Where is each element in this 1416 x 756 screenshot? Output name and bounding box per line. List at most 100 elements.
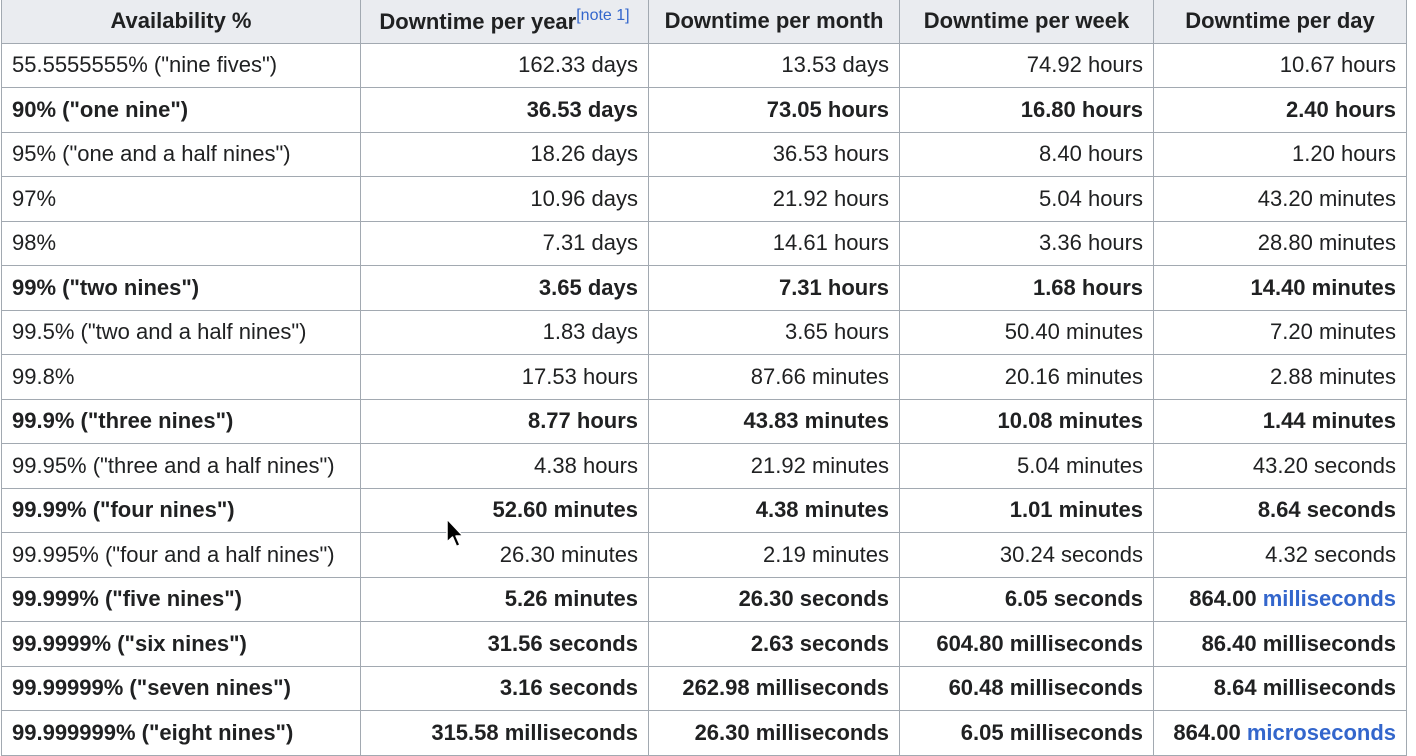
cell-downtime-year: 31.56 seconds — [360, 621, 649, 667]
cell-downtime-week: 60.48 milliseconds — [899, 665, 1154, 711]
table-row: 97% 10.96 days 21.92 hours 5.04 hours 43.20 … — [1, 176, 1407, 222]
cell-downtime-month: 43.83 minutes — [648, 398, 900, 444]
cell-downtime-week: 5.04 hours — [899, 176, 1154, 222]
table-row: 99.99% ("four nines") 52.60 minutes 4.38 m… — [1, 487, 1407, 533]
cell-downtime-week: 50.40 minutes — [899, 309, 1154, 355]
cell-downtime-day-value: 8.64 seconds — [1257, 497, 1396, 523]
cell-downtime-year: 52.60 minutes — [360, 487, 649, 533]
unit-link[interactable]: milliseconds — [1262, 586, 1396, 612]
cell-downtime-week: 604.80 milliseconds — [899, 621, 1154, 667]
cell-downtime-week: 6.05 milliseconds — [899, 710, 1154, 756]
cell-downtime-week: 1.01 minutes — [899, 487, 1154, 533]
cell-downtime-year: 26.30 minutes — [360, 532, 649, 578]
cell-downtime-week: 16.80 hours — [899, 87, 1154, 133]
table-row: 99.995% ("four and a half nines") 26.30 m… — [1, 532, 1407, 578]
cell-downtime-day-value: 864.00 — [1189, 586, 1257, 612]
cell-downtime-year: 10.96 days — [360, 176, 649, 222]
cell-downtime-week: 1.68 hours — [899, 265, 1154, 311]
cell-downtime-day-value: 2.88 minutes — [1270, 363, 1396, 389]
cell-availability: 98% — [1, 220, 361, 266]
cell-downtime-year: 4.38 hours — [360, 443, 649, 489]
cell-downtime-day-value: 86.40 milliseconds — [1201, 630, 1396, 656]
cell-downtime-week: 30.24 seconds — [899, 532, 1154, 578]
cell-downtime-month: 4.38 minutes — [648, 487, 900, 533]
cell-downtime-month: 2.19 minutes — [648, 532, 900, 578]
cell-downtime-day: 8.64 seconds — [1153, 487, 1407, 533]
cell-downtime-month: 87.66 minutes — [648, 354, 900, 400]
cell-availability: 99.999999% ("eight nines") — [1, 710, 361, 756]
cell-availability: 99.999% ("five nines") — [1, 576, 361, 622]
cell-downtime-day: 43.20 seconds — [1153, 443, 1407, 489]
cell-downtime-day: 43.20 minutes — [1153, 176, 1407, 222]
cell-availability: 99.5% ("two and a half nines") — [1, 309, 361, 355]
cell-downtime-day-value: 864.00 — [1173, 719, 1241, 745]
cell-downtime-week: 5.04 minutes — [899, 443, 1154, 489]
cell-downtime-month: 14.61 hours — [648, 220, 900, 266]
cell-downtime-month: 21.92 hours — [648, 176, 900, 222]
cell-downtime-day: 28.80 minutes — [1153, 220, 1407, 266]
cell-downtime-day: 4.32 seconds — [1153, 532, 1407, 578]
cell-downtime-day-value: 10.67 hours — [1279, 52, 1396, 78]
cell-downtime-week: 6.05 seconds — [899, 576, 1154, 622]
cell-availability: 99.99999% ("seven nines") — [1, 665, 361, 711]
table-row: 99.5% ("two and a half nines") 1.83 days 3… — [1, 309, 1407, 355]
cell-downtime-month: 2.63 seconds — [648, 621, 900, 667]
unit-link[interactable]: microseconds — [1246, 719, 1396, 745]
cell-downtime-day-value: 1.44 minutes — [1262, 408, 1396, 434]
cell-availability: 55.5555555% ("nine fives") — [1, 42, 361, 88]
cell-downtime-day: 8.64 milliseconds — [1153, 665, 1407, 711]
cell-availability: 99.95% ("three and a half nines") — [1, 443, 361, 489]
cell-availability: 99.8% — [1, 354, 361, 400]
cell-downtime-day: 1.20 hours — [1153, 131, 1407, 177]
cell-downtime-day-value: 14.40 minutes — [1250, 274, 1396, 300]
cell-downtime-day-value: 8.64 milliseconds — [1213, 675, 1396, 701]
cell-downtime-day: 10.67 hours — [1153, 42, 1407, 88]
header-downtime-year-label: Downtime per year — [379, 8, 577, 34]
cell-downtime-year: 36.53 days — [360, 87, 649, 133]
cell-downtime-month: 73.05 hours — [648, 87, 900, 133]
cell-downtime-month: 7.31 hours — [648, 265, 900, 311]
cell-downtime-month: 13.53 days — [648, 42, 900, 88]
table-row: 99.99999% ("seven nines") 3.16 seconds 262… — [1, 665, 1407, 711]
cell-downtime-day-value: 4.32 seconds — [1265, 541, 1396, 567]
table-header-row: Availability % Downtime per year[note 1]… — [1, 0, 1407, 44]
cell-downtime-month: 3.65 hours — [648, 309, 900, 355]
cell-downtime-day: 14.40 minutes — [1153, 265, 1407, 311]
table-row: 99.9999% ("six nines") 31.56 seconds 2.63 … — [1, 621, 1407, 667]
cell-downtime-year: 18.26 days — [360, 131, 649, 177]
cell-availability: 99.9999% ("six nines") — [1, 621, 361, 667]
cell-availability: 95% ("one and a half nines") — [1, 131, 361, 177]
cell-downtime-day-value: 43.20 seconds — [1252, 452, 1396, 478]
table-row: 99.999% ("five nines") 5.26 minutes 26.30 … — [1, 576, 1407, 622]
header-availability: Availability % — [1, 0, 361, 44]
cell-downtime-day-value: 7.20 minutes — [1270, 319, 1396, 345]
cell-downtime-week: 74.92 hours — [899, 42, 1154, 88]
header-downtime-month: Downtime per month — [648, 0, 900, 44]
cell-downtime-day: 7.20 minutes — [1153, 309, 1407, 355]
table-row: 99.95% ("three and a half nines") 4.38 ho… — [1, 443, 1407, 489]
cell-downtime-month: 26.30 seconds — [648, 576, 900, 622]
cell-downtime-year: 8.77 hours — [360, 398, 649, 444]
cell-downtime-day-value: 43.20 minutes — [1257, 185, 1396, 211]
cell-downtime-year: 315.58 milliseconds — [360, 710, 649, 756]
header-downtime-year: Downtime per year[note 1] — [360, 0, 649, 44]
cell-downtime-day-value: 28.80 minutes — [1257, 230, 1396, 256]
cell-downtime-week: 3.36 hours — [899, 220, 1154, 266]
table-row: 95% ("one and a half nines") 18.26 days 36… — [1, 131, 1407, 177]
cell-downtime-year: 162.33 days — [360, 42, 649, 88]
table-row: 99.9% ("three nines") 8.77 hours 43.83 min… — [1, 398, 1407, 444]
cell-downtime-year: 5.26 minutes — [360, 576, 649, 622]
note-1-link[interactable]: [note 1] — [576, 6, 630, 24]
cell-availability: 97% — [1, 176, 361, 222]
cell-downtime-year: 1.83 days — [360, 309, 649, 355]
cell-downtime-month: 262.98 milliseconds — [648, 665, 900, 711]
header-downtime-week: Downtime per week — [899, 0, 1154, 44]
cell-downtime-year: 3.65 days — [360, 265, 649, 311]
cell-downtime-week: 8.40 hours — [899, 131, 1154, 177]
cell-downtime-day: 2.88 minutes — [1153, 354, 1407, 400]
cell-availability: 99.995% ("four and a half nines") — [1, 532, 361, 578]
cell-availability: 90% ("one nine") — [1, 87, 361, 133]
cell-availability: 99.99% ("four nines") — [1, 487, 361, 533]
cell-downtime-month: 21.92 minutes — [648, 443, 900, 489]
